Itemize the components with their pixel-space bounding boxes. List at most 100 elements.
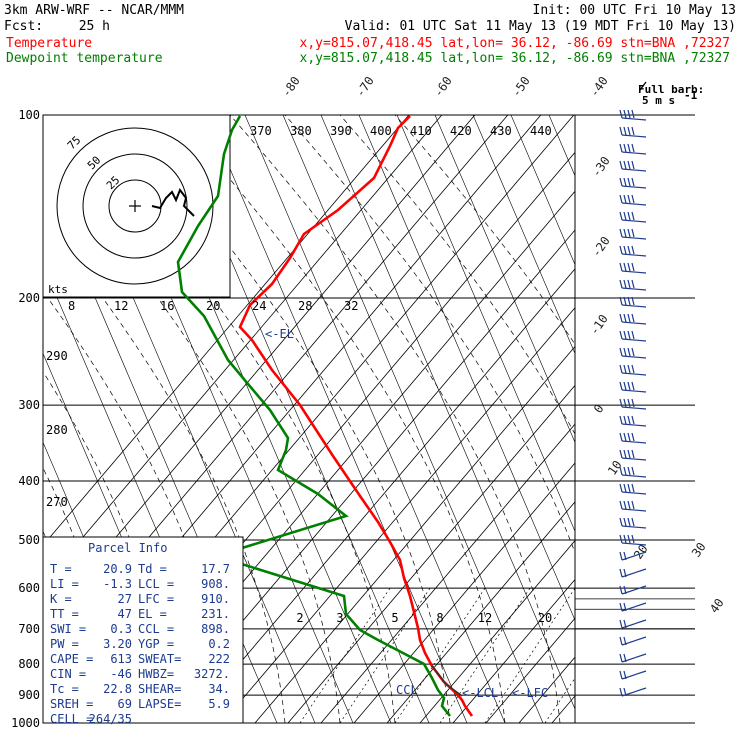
isotherm-label: -70 <box>353 74 377 100</box>
hodograph-speed-tick: 24 <box>252 299 266 313</box>
hodograph-speed-tick: 20 <box>206 299 220 313</box>
isotherm-label: -50 <box>509 74 533 100</box>
fcst-label: Fcst: <box>4 19 43 34</box>
isotherm-line <box>518 656 575 723</box>
mixing-ratio-line <box>394 587 486 723</box>
dry-adiabat-line <box>396 115 575 533</box>
mixing-ratio-label: 3 <box>336 611 343 625</box>
parcel-info-cell: SHEAR= <box>138 682 181 696</box>
parcel-info-cell: TT = <box>50 607 79 621</box>
wind-barb-flag <box>619 381 623 391</box>
wind-barb-flag <box>623 364 627 374</box>
dry-adiabat-line <box>510 115 575 266</box>
mixing-ratio-line <box>484 587 575 723</box>
wind-barb-flag <box>627 109 631 119</box>
moist-adiabat-line <box>229 115 561 723</box>
wind-barb-flag <box>627 228 631 238</box>
pressure-label: 100 <box>18 108 40 122</box>
parcel-info-cell: 5.9 <box>208 697 230 711</box>
wind-barb-staff <box>621 406 647 410</box>
init-time: Init: 00 UTC Fri 10 May 13 <box>533 3 737 18</box>
wind-barb-flag <box>631 500 635 510</box>
wind-barb-flag <box>627 245 631 255</box>
wind-barb-flag <box>619 194 623 204</box>
wind-barb-flag <box>623 415 627 425</box>
mixing-ratio-label: 8 <box>436 611 443 625</box>
parcel-info-cell: SWI = <box>50 622 86 636</box>
wind-barb-flag <box>631 381 635 391</box>
wind-barb-flag <box>627 160 631 170</box>
barb-legend-exponent: -1 <box>684 89 698 102</box>
wind-barb-flag <box>631 126 635 136</box>
wind-barb-flag <box>631 177 635 187</box>
mixing-ratio-label: 12 <box>478 611 492 625</box>
isotherm-line <box>254 345 575 723</box>
parcel-info-cell: K = <box>50 592 72 606</box>
wind-barb-flag <box>623 126 627 136</box>
hodograph-speed-tick: 32 <box>344 299 358 313</box>
fcst-value: 25 h <box>79 19 110 34</box>
hodograph-trace <box>151 187 195 217</box>
wind-barb-flag <box>619 517 623 527</box>
wind-barb-flag <box>631 415 635 425</box>
wind-barb-staff <box>621 321 647 325</box>
wind-barb-flag <box>627 143 631 153</box>
wind-barb-flag <box>619 347 623 357</box>
hodograph-units: kts <box>48 283 68 296</box>
wind-barb-flag <box>623 398 627 408</box>
wind-barb-flag <box>619 160 623 170</box>
wind-barb-flag <box>619 551 623 561</box>
theta-label: 430 <box>490 124 512 138</box>
wind-barb-flag <box>623 517 627 527</box>
wind-barb-flag <box>627 347 631 357</box>
hodograph-speed-tick: 28 <box>298 299 312 313</box>
wind-barb-staff <box>621 457 647 461</box>
wind-barb-flag <box>627 194 631 204</box>
isotherm-line <box>221 307 575 723</box>
parcel-info-cell: 34. <box>208 682 230 696</box>
parcel-info-cell: 231. <box>201 607 230 621</box>
wind-barb-flag <box>623 262 627 272</box>
wind-barb-flag <box>619 415 623 425</box>
wind-barb-flag <box>631 364 635 374</box>
hodograph-speed-tick: 12 <box>114 299 128 313</box>
wind-barb-staff <box>621 151 647 155</box>
pressure-label: 500 <box>18 533 40 547</box>
theta-label: 370 <box>250 124 272 138</box>
isotherm-label: 40 <box>707 596 727 616</box>
wind-barb-flag <box>619 602 623 612</box>
wind-barb-flag <box>631 279 635 289</box>
wind-barb-flag <box>619 585 623 595</box>
wind-barb-flag <box>627 432 631 442</box>
barb-legend-line2: 5 m s <box>642 94 675 107</box>
level-annotation: <-EL <box>265 327 294 341</box>
isotherm-line <box>485 617 575 723</box>
wind-barb-flag <box>631 109 635 119</box>
isotherm-line <box>618 115 740 723</box>
level-annotation: <-LCL <box>462 686 498 700</box>
parcel-info-cell: CIN = <box>50 667 86 681</box>
hodograph-speed-tick: 8 <box>68 299 75 313</box>
parcel-info-cell: YGP = <box>138 637 174 651</box>
wind-barb-flag <box>623 381 627 391</box>
parcel-info-cell: 0.2 <box>208 637 230 651</box>
parcel-info-cell: LAPSE= <box>138 697 181 711</box>
wind-barb-flag <box>627 126 631 136</box>
wind-barb-staff <box>621 491 647 495</box>
parcel-info-cell: 908. <box>201 577 230 591</box>
dry-adiabat-line <box>282 115 544 723</box>
theta-label: 420 <box>450 124 472 138</box>
theta-label: 410 <box>410 124 432 138</box>
parcel-info-panel: Parcel Info T = 20.9 Td = 17.7 LI = -1.3 LCL =… <box>42 536 244 726</box>
isotherm-label: -30 <box>589 154 613 180</box>
isotherm-line <box>419 540 575 723</box>
theta-label-left: 290 <box>46 349 68 363</box>
wind-barb-staff <box>621 117 647 121</box>
wind-barb-flag <box>623 551 627 561</box>
wind-barb-flag <box>631 262 635 272</box>
wind-barb-flag <box>623 636 627 646</box>
hodograph: 75 50 25 kts <box>42 114 231 298</box>
field-dewpoint-loc: x,y=815.07,418.45 lat,lon= 36.12, -86.69… <box>300 51 730 66</box>
isotherm-label: -80 <box>279 74 303 100</box>
